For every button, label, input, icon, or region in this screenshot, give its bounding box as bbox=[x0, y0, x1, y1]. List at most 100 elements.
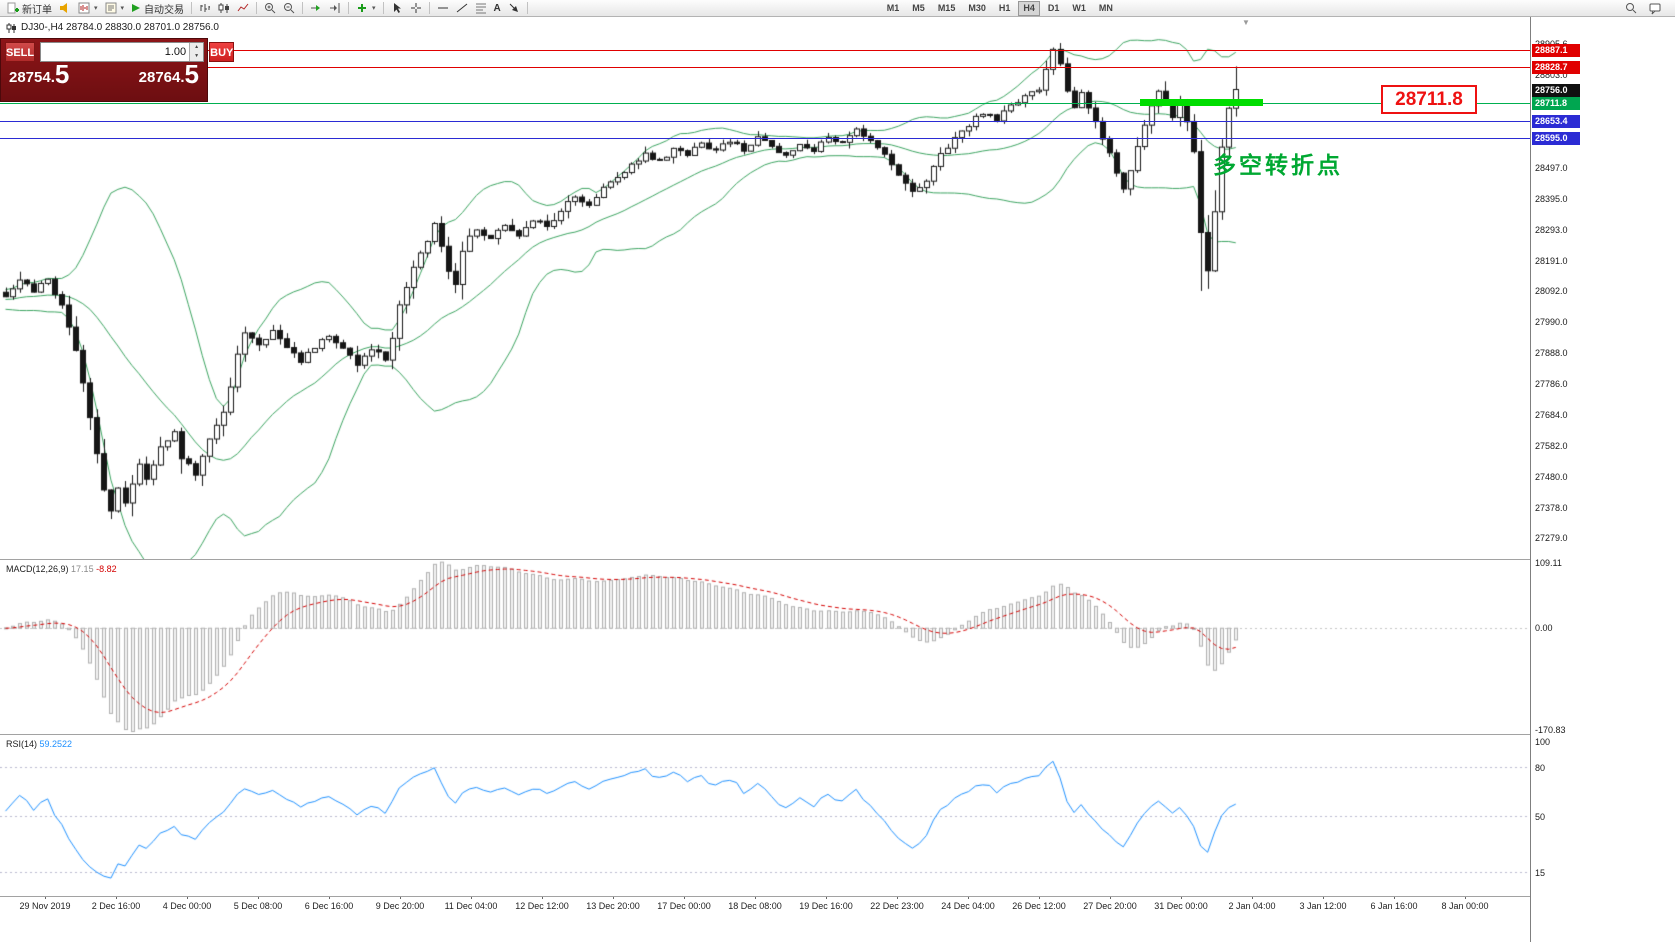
crosshair-tool-button[interactable] bbox=[407, 1, 425, 16]
fibonacci-tool-button[interactable] bbox=[472, 1, 490, 16]
volume-box: ▲ ▼ bbox=[40, 42, 205, 62]
candle-chart-mode-button[interactable] bbox=[215, 1, 233, 16]
new-chart-button[interactable]: ▾ bbox=[75, 1, 101, 16]
rsi-panel-canvas[interactable] bbox=[0, 735, 1530, 896]
horizontal-line-object[interactable] bbox=[0, 50, 1530, 51]
new-order-icon bbox=[7, 2, 19, 14]
timeframe-d1[interactable]: D1 bbox=[1047, 2, 1060, 13]
arrow-tool-button[interactable] bbox=[505, 1, 523, 16]
buy-price-big-digit: 5 bbox=[184, 59, 199, 89]
chart-shift-button[interactable] bbox=[326, 1, 344, 16]
time-axis-label: 8 Jan 00:00 bbox=[1441, 901, 1489, 911]
time-axis-label: 12 Dec 12:00 bbox=[515, 901, 569, 911]
time-axis-tick bbox=[542, 896, 543, 899]
rsi-axis-label: 50 bbox=[1535, 812, 1546, 822]
candle-icon bbox=[6, 22, 16, 33]
bar-chart-mode-button[interactable] bbox=[196, 1, 214, 16]
sound-button[interactable] bbox=[56, 1, 74, 16]
sell-price-main: 28754. bbox=[9, 69, 55, 86]
timeframe-m1[interactable]: M1 bbox=[886, 2, 900, 13]
turning-point-annotation[interactable]: 多空转折点 bbox=[1213, 152, 1343, 178]
timeframe-m15[interactable]: M15 bbox=[937, 2, 956, 13]
crosshair-icon bbox=[410, 3, 421, 13]
time-axis-label: 2 Jan 04:00 bbox=[1228, 901, 1276, 911]
horizontal-line-tool-button[interactable] bbox=[434, 1, 452, 16]
new-chart-icon bbox=[78, 2, 90, 14]
search-button[interactable] bbox=[1622, 1, 1640, 16]
support-highlight-segment[interactable] bbox=[1140, 99, 1263, 106]
time-axis-tick bbox=[968, 896, 969, 899]
chevron-down-icon: ▾ bbox=[372, 5, 376, 12]
timeframe-w1[interactable]: W1 bbox=[1072, 2, 1086, 13]
horizontal-line-object[interactable] bbox=[0, 67, 1530, 68]
volume-decrease-button[interactable]: ▼ bbox=[190, 52, 204, 61]
volume-input[interactable] bbox=[41, 43, 190, 61]
buy-button[interactable]: BUY bbox=[209, 42, 235, 62]
cursor-tool-button[interactable] bbox=[388, 1, 406, 16]
time-axis-tick bbox=[755, 896, 756, 899]
panel-separator[interactable] bbox=[0, 734, 1675, 735]
time-axis-tick bbox=[897, 896, 898, 899]
sell-price[interactable]: 28754. 5 bbox=[9, 61, 69, 87]
time-axis-label: 4 Dec 00:00 bbox=[162, 901, 212, 911]
search-icon bbox=[1626, 3, 1637, 14]
timeframe-h1[interactable]: H1 bbox=[998, 2, 1011, 13]
auto-scroll-button[interactable] bbox=[307, 1, 325, 16]
toolbar-separator bbox=[302, 2, 304, 14]
line-chart-mode-button[interactable] bbox=[234, 1, 252, 16]
time-axis-label: 24 Dec 04:00 bbox=[941, 901, 995, 911]
macd-axis-label: 109.11 bbox=[1535, 558, 1562, 568]
time-axis-tick bbox=[116, 896, 117, 899]
time-axis-tick bbox=[187, 896, 188, 899]
macd-panel-canvas[interactable] bbox=[0, 560, 1530, 735]
time-axis-label: 19 Dec 16:00 bbox=[799, 901, 853, 911]
chart-shift-marker[interactable]: ▼ bbox=[1242, 18, 1250, 27]
zoom-in-button[interactable] bbox=[261, 1, 279, 16]
horizontal-line-object[interactable] bbox=[0, 103, 1530, 104]
price-badge: 28756.0 bbox=[1532, 84, 1580, 97]
new-order-button[interactable]: 新订单 bbox=[4, 1, 55, 16]
toolbar-separator bbox=[256, 2, 258, 14]
macd-indicator-label: MACD(12,26,9) 17.15 -8.82 bbox=[6, 564, 117, 574]
rsi-axis-label: 15 bbox=[1535, 868, 1546, 878]
sound-icon bbox=[60, 3, 67, 13]
panel-separator[interactable] bbox=[0, 559, 1675, 560]
time-axis-tick bbox=[684, 896, 685, 899]
price-axis-label: 27684.0 bbox=[1535, 410, 1568, 420]
price-axis-label: 28191.0 bbox=[1535, 256, 1568, 266]
rsi-value: 59.2522 bbox=[39, 739, 73, 749]
macd-signal-value: -8.82 bbox=[96, 564, 117, 574]
timeframe-h4[interactable]: H4 bbox=[1018, 0, 1040, 16]
timeframe-m30[interactable]: M30 bbox=[968, 2, 986, 13]
chat-button[interactable] bbox=[1646, 1, 1665, 16]
autotrading-label: 自动交易 bbox=[144, 4, 185, 16]
price-badge: 28595.0 bbox=[1532, 132, 1580, 145]
price-axis-label: 27990.0 bbox=[1535, 317, 1568, 327]
time-axis[interactable]: 29 Nov 2019 2 Dec 16:00 4 Dec 00:00 5 Dec 0… bbox=[0, 896, 1675, 942]
time-axis-tick bbox=[1252, 896, 1253, 899]
rsi-axis-label: 100 bbox=[1535, 737, 1551, 747]
zoom-out-button[interactable] bbox=[280, 1, 298, 16]
horizontal-line-object[interactable] bbox=[0, 138, 1530, 139]
text-tool-button[interactable]: A bbox=[493, 2, 501, 14]
chat-icon bbox=[1649, 3, 1661, 14]
horizontal-line-object[interactable] bbox=[0, 121, 1530, 122]
autotrading-button[interactable]: 自动交易 bbox=[128, 1, 187, 16]
toolbar-separator bbox=[382, 2, 384, 14]
profiles-button[interactable]: ▾ bbox=[102, 1, 128, 16]
price-level-annotation-box[interactable]: 28711.8 bbox=[1381, 85, 1477, 114]
sell-button[interactable]: SELL bbox=[5, 42, 36, 62]
price-axis[interactable]: 28905.628803.028497.028395.028293.028191… bbox=[1530, 17, 1675, 942]
timeframe-mn[interactable]: MN bbox=[1098, 2, 1113, 13]
time-axis-tick bbox=[400, 896, 401, 899]
price-badge: 28653.4 bbox=[1532, 115, 1580, 128]
time-axis-tick bbox=[613, 896, 614, 899]
volume-increase-button[interactable]: ▲ bbox=[190, 43, 204, 52]
time-axis-label: 22 Dec 23:00 bbox=[870, 901, 924, 911]
trendline-tool-button[interactable] bbox=[453, 1, 471, 16]
buy-price[interactable]: 28764. 5 bbox=[139, 59, 199, 89]
timeframe-m5[interactable]: M5 bbox=[912, 2, 925, 13]
indicators-button[interactable]: ▾ bbox=[353, 1, 379, 16]
chart-title-text: DJ30-,H4 28784.0 28830.0 28701.0 28756.0 bbox=[21, 22, 219, 33]
main-chart-canvas[interactable] bbox=[0, 17, 1530, 560]
